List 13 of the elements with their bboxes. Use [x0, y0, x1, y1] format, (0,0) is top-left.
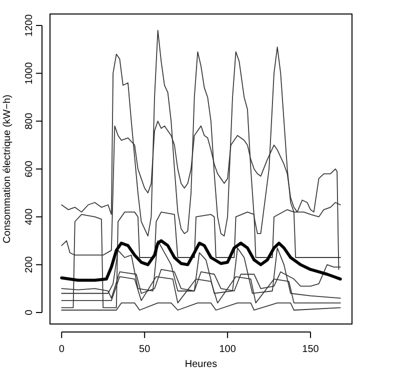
y-tick-label: 200 [24, 256, 35, 274]
y-tick-label: 0 [24, 309, 35, 316]
y-tick-label: 800 [24, 112, 35, 130]
x-tick-label: 100 [219, 344, 236, 355]
x-tick-label: 50 [139, 344, 151, 355]
y-tick-label: 1200 [24, 14, 35, 37]
y-tick-label: 400 [24, 208, 35, 226]
y-axis-title: Consommation électrique (kW−h) [2, 94, 13, 244]
y-tick-label: 1000 [24, 62, 35, 84]
y-tick-label: 600 [24, 160, 35, 178]
x-tick-label: 0 [58, 344, 65, 355]
x-tick-label: 150 [302, 344, 320, 355]
x-axis-title: Heures [184, 359, 218, 370]
